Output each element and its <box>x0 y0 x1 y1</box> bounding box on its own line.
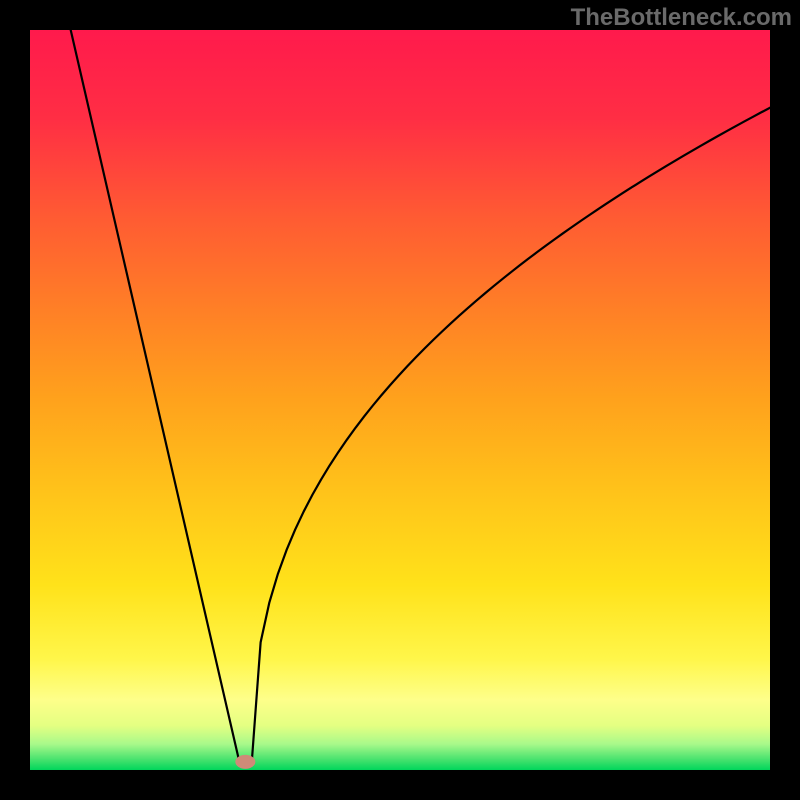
watermark-text: TheBottleneck.com <box>571 4 792 32</box>
gradient-background <box>30 30 770 770</box>
minimum-marker <box>235 755 255 769</box>
plot-svg <box>30 30 770 770</box>
chart-root: TheBottleneck.com <box>0 0 800 800</box>
plot-area <box>30 30 770 770</box>
